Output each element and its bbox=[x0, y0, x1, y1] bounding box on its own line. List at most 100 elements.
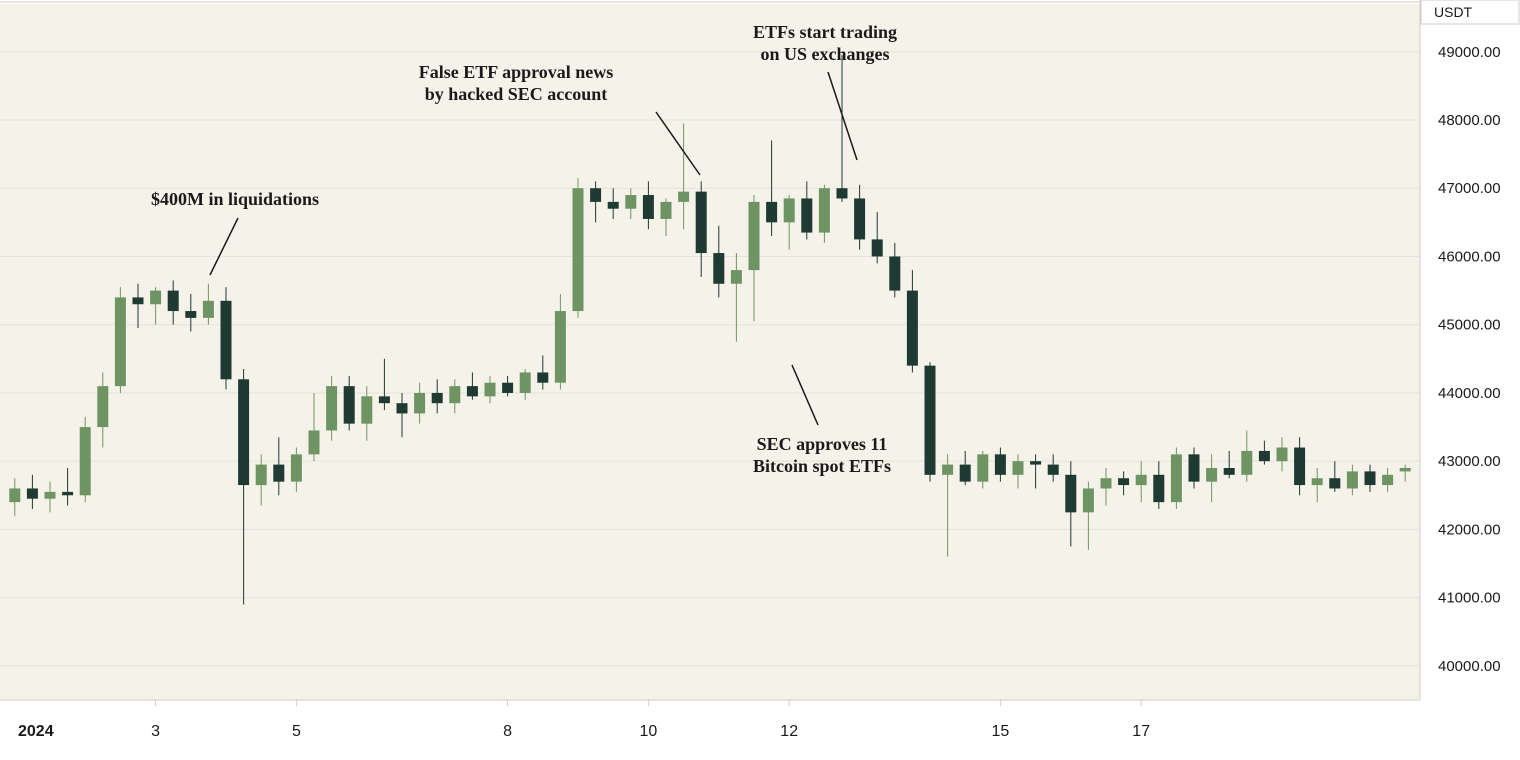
candle bbox=[1312, 478, 1323, 485]
y-tick-label: 49000.00 bbox=[1438, 44, 1501, 61]
candle bbox=[344, 386, 355, 424]
x-tick-label: 15 bbox=[992, 723, 1010, 740]
candle bbox=[238, 379, 249, 485]
candle bbox=[977, 454, 988, 481]
candle bbox=[309, 430, 320, 454]
candle bbox=[643, 195, 654, 219]
candle bbox=[1347, 471, 1358, 488]
annotation-text: Bitcoin spot ETFs bbox=[753, 456, 891, 476]
y-tick-label: 41000.00 bbox=[1438, 590, 1501, 607]
candle bbox=[1065, 475, 1076, 513]
candle bbox=[133, 297, 144, 304]
candle bbox=[520, 372, 531, 392]
x-tick-label: 5 bbox=[292, 723, 301, 740]
candle bbox=[1048, 465, 1059, 475]
candle bbox=[467, 386, 478, 396]
candle bbox=[273, 465, 284, 482]
y-tick-label: 42000.00 bbox=[1438, 521, 1501, 538]
candle bbox=[1329, 478, 1340, 488]
candle bbox=[625, 195, 636, 209]
candle bbox=[731, 270, 742, 284]
annotation-text: by hacked SEC account bbox=[425, 84, 608, 104]
candle bbox=[361, 396, 372, 423]
y-tick-label: 45000.00 bbox=[1438, 317, 1501, 334]
candle bbox=[1382, 475, 1393, 485]
candle bbox=[1365, 471, 1376, 485]
candle bbox=[608, 202, 619, 209]
y-tick-label: 48000.00 bbox=[1438, 112, 1501, 129]
candle bbox=[854, 198, 865, 239]
candle bbox=[1083, 488, 1094, 512]
candle bbox=[1013, 461, 1024, 475]
candle bbox=[203, 301, 214, 318]
candle bbox=[432, 393, 443, 403]
chart-svg: 40000.00 41000.00 42000.00 43000.00 44000.00… bbox=[0, 0, 1520, 760]
x-tick-label: 12 bbox=[780, 723, 798, 740]
x-tick-label: 17 bbox=[1132, 723, 1150, 740]
y-tick-label: 47000.00 bbox=[1438, 180, 1501, 197]
candle bbox=[185, 311, 196, 318]
annotation-text: on US exchanges bbox=[760, 44, 889, 64]
candle bbox=[590, 188, 601, 202]
candle bbox=[1224, 468, 1235, 475]
candle bbox=[1277, 448, 1288, 462]
candle bbox=[115, 297, 126, 386]
candle bbox=[502, 383, 513, 393]
candle bbox=[889, 256, 900, 290]
candle bbox=[696, 192, 707, 253]
candle bbox=[960, 465, 971, 482]
annotation-text: $400M in liquidations bbox=[151, 189, 319, 209]
candle bbox=[150, 291, 161, 305]
candle bbox=[678, 192, 689, 202]
candle bbox=[80, 427, 91, 495]
annotation-text: SEC approves 11 bbox=[757, 434, 888, 454]
candle bbox=[819, 188, 830, 232]
candle bbox=[1171, 454, 1182, 502]
y-tick-label: 44000.00 bbox=[1438, 385, 1501, 402]
candle bbox=[1136, 475, 1147, 485]
candle bbox=[1118, 478, 1129, 485]
candle bbox=[1294, 448, 1305, 486]
candle bbox=[942, 465, 953, 475]
candle bbox=[1259, 451, 1270, 461]
candle bbox=[537, 372, 548, 382]
candle bbox=[784, 198, 795, 222]
candle bbox=[1189, 454, 1200, 481]
candle bbox=[766, 202, 777, 222]
candle bbox=[291, 454, 302, 481]
candle bbox=[221, 301, 232, 379]
candle bbox=[713, 253, 724, 284]
x-start-label: 2024 bbox=[18, 723, 54, 740]
currency-badge: USDT bbox=[1421, 0, 1519, 24]
y-tick-label: 43000.00 bbox=[1438, 453, 1501, 470]
plot-background bbox=[0, 4, 1420, 700]
annotation-text: ETFs start trading bbox=[753, 22, 897, 42]
candle bbox=[995, 454, 1006, 474]
candle bbox=[555, 311, 566, 383]
x-tick-label: 10 bbox=[640, 723, 658, 740]
y-tick-label: 46000.00 bbox=[1438, 248, 1501, 265]
candle bbox=[907, 291, 918, 366]
candle bbox=[326, 386, 337, 430]
y-tick-label: 40000.00 bbox=[1438, 658, 1501, 675]
candle bbox=[485, 383, 496, 397]
candle bbox=[1101, 478, 1112, 488]
candle bbox=[97, 386, 108, 427]
annotation-text: False ETF approval news bbox=[419, 62, 614, 82]
candle bbox=[801, 198, 812, 232]
candle bbox=[62, 492, 73, 495]
candle bbox=[837, 188, 848, 198]
candle bbox=[27, 488, 38, 498]
candle bbox=[1241, 451, 1252, 475]
x-tick-label: 8 bbox=[503, 723, 512, 740]
candle bbox=[1206, 468, 1217, 482]
candle bbox=[168, 291, 179, 311]
candle bbox=[449, 386, 460, 403]
candlestick-chart: 40000.00 41000.00 42000.00 43000.00 44000.00… bbox=[0, 0, 1520, 760]
candle bbox=[45, 492, 56, 499]
candle bbox=[749, 202, 760, 270]
candle bbox=[573, 188, 584, 311]
candle bbox=[256, 465, 267, 485]
currency-badge-label: USDT bbox=[1434, 4, 1473, 20]
candle bbox=[414, 393, 425, 413]
